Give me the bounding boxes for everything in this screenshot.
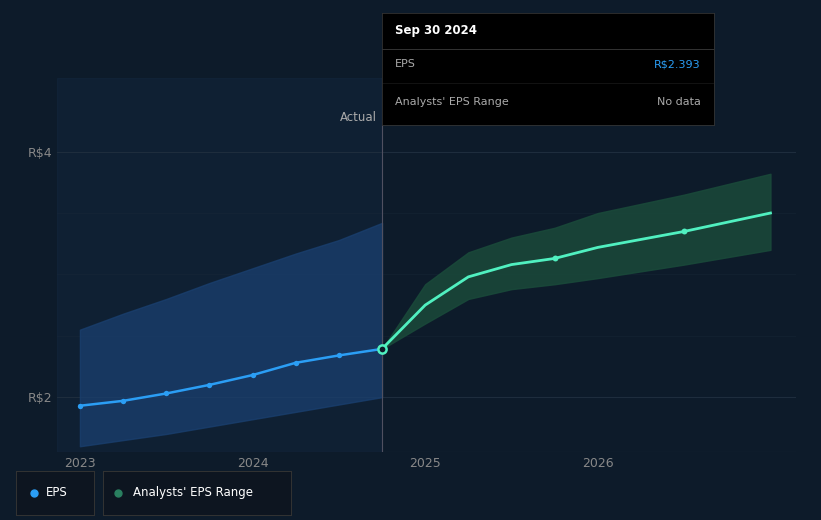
Text: EPS: EPS [395, 59, 416, 70]
Text: Actual: Actual [340, 111, 377, 124]
Point [246, 371, 259, 379]
Point [159, 389, 172, 398]
Text: Analysts' EPS Range: Analysts' EPS Range [133, 486, 253, 499]
Point [375, 345, 388, 353]
Text: No data: No data [657, 97, 701, 108]
Point [333, 352, 346, 360]
Text: Sep 30 2024: Sep 30 2024 [395, 24, 477, 37]
Point [677, 227, 690, 236]
Text: R$2.393: R$2.393 [654, 59, 701, 70]
Point [548, 254, 562, 263]
Point [73, 401, 86, 410]
Point [289, 359, 302, 367]
Text: Analysts' EPS Range: Analysts' EPS Range [395, 97, 509, 108]
Point [203, 381, 216, 389]
Point [117, 397, 130, 405]
Bar [57, 78, 382, 452]
Text: EPS: EPS [46, 486, 68, 499]
Text: Analysts Forecasts: Analysts Forecasts [388, 111, 497, 124]
